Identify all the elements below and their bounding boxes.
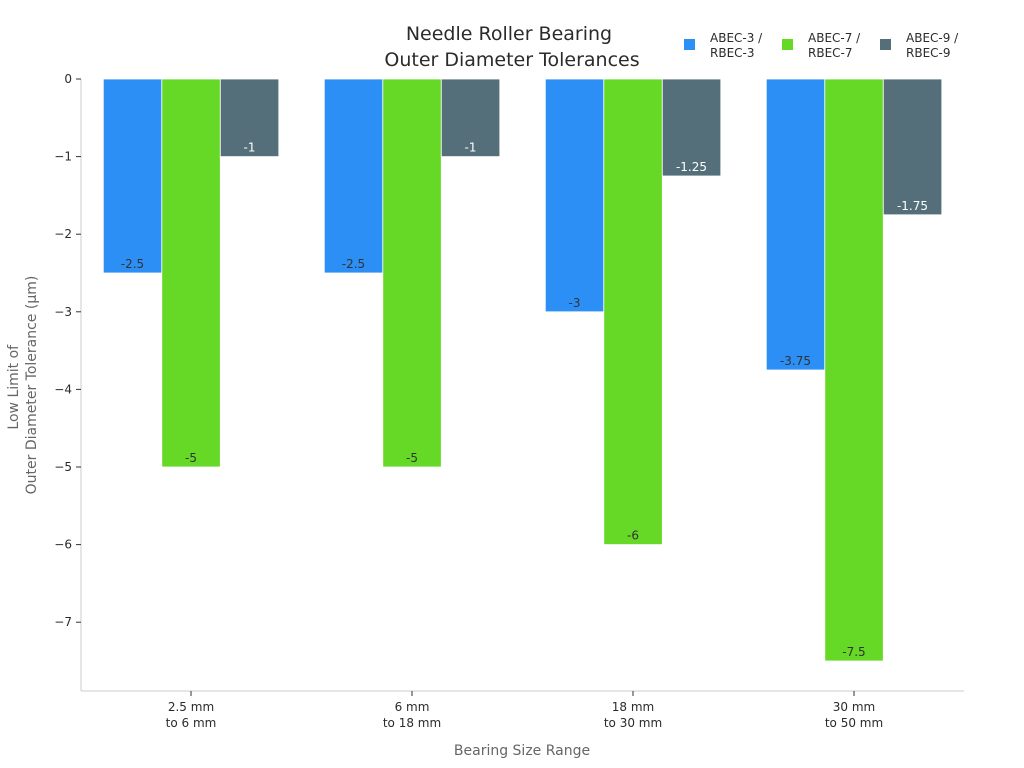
x-tick-label: 30 mm to 50 mm [825, 700, 883, 730]
bar-value-label-series-1-category-1: -2.5 [121, 257, 144, 271]
bar-series-2-category-4 [824, 78, 884, 662]
bar-value-label-series-2-category-4: -7.5 [842, 645, 865, 659]
x-tick-label-line: 6 mm [395, 700, 430, 714]
y-tick-label: −6 [54, 538, 72, 552]
legend-label-line: RBEC-7 [808, 46, 853, 60]
y-axis-title: Low Limit of Outer Diameter Tolerance (μ… [6, 276, 40, 495]
bar-value-label-series-3-category-2: -1 [465, 141, 477, 155]
bar-value-label-series-1-category-2: -2.5 [342, 257, 365, 271]
bar-series-3-category-1 [219, 78, 280, 157]
x-tick-label-line: to 30 mm [604, 716, 662, 730]
bar-value-label-series-2-category-2: -5 [406, 451, 418, 465]
bar-value-label-series-3-category-1: -1 [244, 141, 256, 155]
legend-label-line: ABEC-9 / [906, 31, 959, 45]
bar-series-1-category-3 [544, 78, 605, 313]
bar-labels: -2.5 -2.5 -3 -3.75 -5 -5 -6 -7.5 -1 -1 -1.25 -1.75 [121, 141, 928, 659]
legend-label-series-1: ABEC-3 /RBEC-3 [710, 31, 763, 60]
bars [102, 78, 943, 662]
y-tick-label: −7 [54, 615, 72, 629]
chart-title-line-2: Outer Diameter Tolerances [384, 49, 639, 71]
x-tick-label-line: 2.5 mm [168, 700, 214, 714]
y-axis-title-line-1: Low Limit of [6, 344, 22, 430]
y-tick-label: −1 [54, 150, 72, 164]
x-axis-title: Bearing Size Range [454, 743, 590, 759]
legend-swatch-series-1 [684, 39, 695, 50]
x-tick-label: 2.5 mm to 6 mm [166, 700, 217, 730]
y-tick-label: 0 [64, 72, 72, 86]
legend-label-series-2: ABEC-7 /RBEC-7 [808, 31, 861, 60]
y-axis: 0 −1 −2 −3 −4 −5 −6 −7 [54, 72, 82, 691]
chart-title: Needle Roller Bearing Outer Diameter Tol… [384, 23, 639, 71]
bar-series-2-category-3 [603, 78, 663, 546]
bar-value-label-series-1-category-3: -3 [569, 296, 581, 310]
bar-series-3-category-2 [440, 78, 501, 157]
x-axis: 2.5 mm to 6 mm 6 mm to 18 mm 18 mm to 30 mm 30… [81, 690, 964, 730]
x-tick-label-line: 18 mm [612, 700, 654, 714]
x-tick-label: 18 mm to 30 mm [604, 700, 662, 730]
y-tick-label: −2 [54, 227, 72, 241]
bar-value-label-series-2-category-1: -5 [185, 451, 197, 465]
x-tick-label-line: to 18 mm [383, 716, 441, 730]
legend-label-line: ABEC-7 / [808, 31, 861, 45]
legend-swatch-series-3 [880, 39, 891, 50]
y-axis-title-line-2: Outer Diameter Tolerance (μm) [24, 276, 40, 495]
x-tick-label-line: 30 mm [833, 700, 875, 714]
bar-series-1-category-2 [323, 78, 384, 274]
y-tick-label: −4 [54, 382, 72, 396]
bar-value-label-series-3-category-3: -1.25 [676, 160, 707, 174]
y-tick-label: −5 [54, 460, 72, 474]
chart-title-line-1: Needle Roller Bearing [406, 23, 612, 45]
bar-value-label-series-1-category-4: -3.75 [780, 354, 811, 368]
legend-label-series-3: ABEC-9 /RBEC-9 [906, 31, 959, 60]
bar-series-2-category-2 [382, 78, 442, 468]
legend-label-line: RBEC-3 [710, 46, 755, 60]
legend-label-line: ABEC-3 / [710, 31, 763, 45]
x-tick-label: 6 mm to 18 mm [383, 700, 441, 730]
legend-swatch-series-2 [782, 39, 793, 50]
bar-series-1-category-4 [765, 78, 826, 371]
bar-series-3-category-4 [882, 78, 943, 216]
y-tick-label: −3 [54, 305, 72, 319]
bar-value-label-series-2-category-3: -6 [627, 529, 639, 543]
bar-value-label-series-3-category-4: -1.75 [897, 199, 928, 213]
x-tick-label-line: to 6 mm [166, 716, 217, 730]
legend-label-line: RBEC-9 [906, 46, 951, 60]
bar-series-1-category-1 [102, 78, 163, 274]
x-tick-label-line: to 50 mm [825, 716, 883, 730]
bar-series-3-category-3 [661, 78, 722, 177]
bar-series-2-category-1 [161, 78, 221, 468]
